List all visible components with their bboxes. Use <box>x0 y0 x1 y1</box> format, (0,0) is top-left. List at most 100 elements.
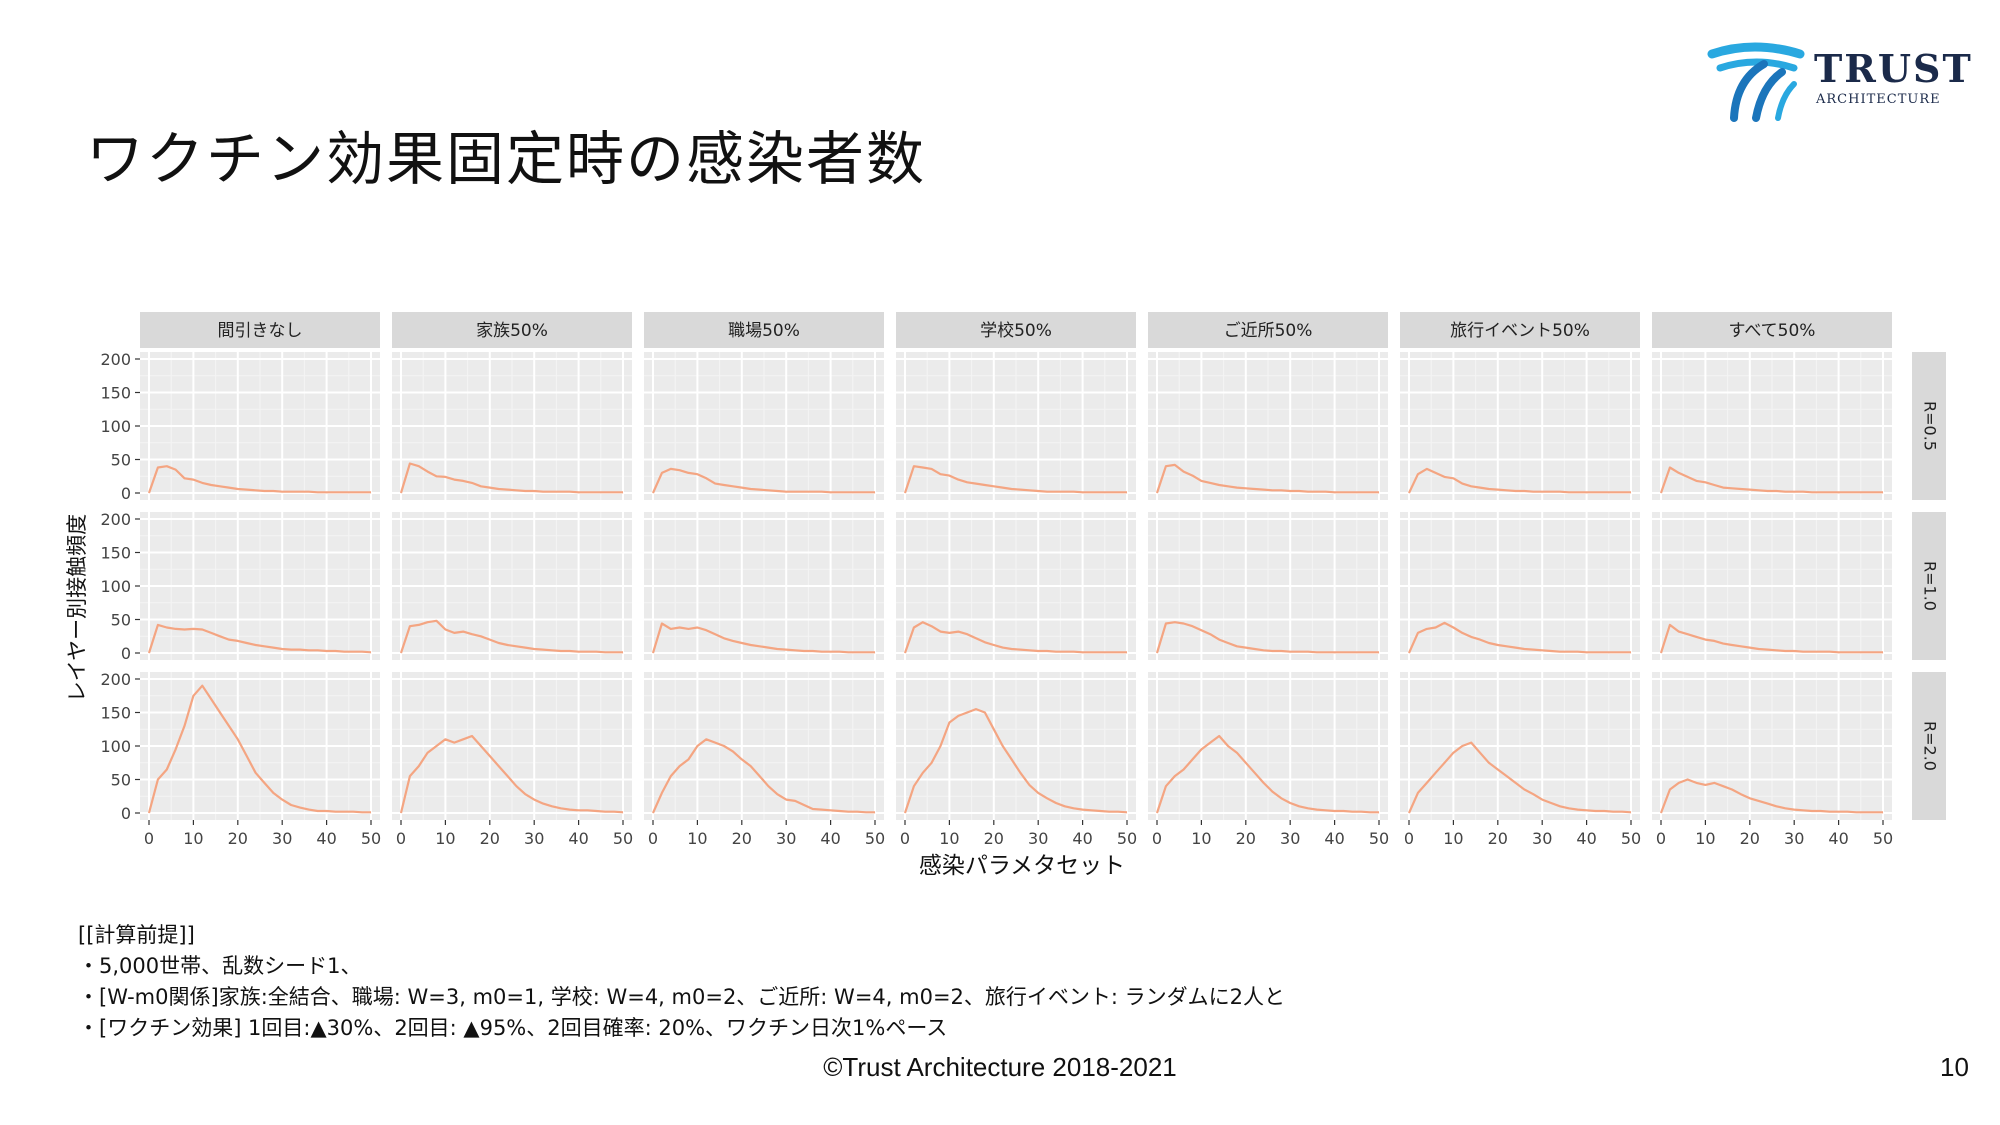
facet-row-strip <box>1912 512 1946 660</box>
facet-strip-label: 旅行イベント50% <box>1450 321 1590 341</box>
trust-architecture-logo: TRUST ARCHITECTURE <box>1706 40 1976 122</box>
series-line <box>147 684 371 814</box>
y-axis-title: レイヤー別接触頻度 <box>65 514 89 702</box>
facet-strip <box>644 312 884 348</box>
y-tick-label: 0 <box>121 804 131 823</box>
x-tick-label: 0 <box>1656 829 1666 848</box>
y-tick-label: 100 <box>100 417 131 436</box>
y-tick-label: 150 <box>100 384 131 403</box>
x-tick-label: 10 <box>687 829 707 848</box>
notes: [[計算前提]] ・5,000世帯、乱数シード1、 ・[W-m0関係]家族:全結… <box>78 920 1285 1044</box>
page-number: 10 <box>1940 1052 1969 1082</box>
x-tick-label: 10 <box>1695 829 1715 848</box>
x-tick-label: 40 <box>1324 829 1344 848</box>
x-tick-label: 20 <box>1236 829 1256 848</box>
facet-strip-label: ご近所50% <box>1224 321 1313 341</box>
y-tick-label: 200 <box>100 510 131 529</box>
facet-strip-label: 家族50% <box>476 321 548 341</box>
x-tick-label: 10 <box>435 829 455 848</box>
x-tick-label: 0 <box>648 829 658 848</box>
x-tick-label: 40 <box>1828 829 1848 848</box>
facet-row-strip <box>1912 672 1946 820</box>
notes-heading: [[計算前提]] <box>78 923 195 947</box>
x-tick-label: 50 <box>1873 829 1893 848</box>
x-tick-label: 0 <box>900 829 910 848</box>
series-line <box>1155 734 1379 814</box>
y-tick-label: 150 <box>100 544 131 563</box>
facet-strip <box>140 312 380 348</box>
x-tick-label: 50 <box>613 829 633 848</box>
series-line <box>399 734 624 814</box>
series-line <box>1407 741 1632 814</box>
x-tick-label: 50 <box>1369 829 1389 848</box>
notes-line: ・[W-m0関係]家族:全結合、職場: W=3, m0=1, 学校: W=4, … <box>78 985 1286 1009</box>
y-tick-label: 200 <box>100 350 131 369</box>
y-tick-label: 50 <box>111 451 131 470</box>
series-line <box>903 465 1127 494</box>
logo-mark-icon <box>1707 42 1805 122</box>
x-tick-label: 0 <box>396 829 406 848</box>
series-line <box>651 738 875 814</box>
facet-strip-label: 職場50% <box>728 321 800 341</box>
slide-title: ワクチン効果固定時の感染者数 <box>86 125 927 193</box>
x-tick-label: 10 <box>1191 829 1211 848</box>
x-tick-label: 20 <box>480 829 500 848</box>
x-tick-label: 30 <box>1028 829 1048 848</box>
series-line <box>1155 621 1379 654</box>
y-tick-label: 200 <box>100 670 131 689</box>
series-line <box>1659 623 1883 654</box>
series-line <box>651 467 875 494</box>
series-line <box>399 619 623 654</box>
series-line <box>1659 466 1883 494</box>
x-tick-label: 50 <box>865 829 885 848</box>
series-line <box>1408 467 1631 494</box>
series-line <box>1659 778 1883 814</box>
series-line <box>147 623 372 654</box>
x-tick-label: 40 <box>820 829 840 848</box>
x-tick-label: 0 <box>1152 829 1162 848</box>
x-tick-label: 0 <box>144 829 154 848</box>
notes-line: ・5,000世帯、乱数シード1、 <box>78 954 362 978</box>
x-tick-label: 20 <box>1740 829 1760 848</box>
x-tick-label: 30 <box>1532 829 1552 848</box>
y-tick-label: 50 <box>111 611 131 630</box>
x-tick-label: 40 <box>568 829 588 848</box>
y-tick-label: 50 <box>111 771 131 790</box>
x-tick-label: 20 <box>228 829 248 848</box>
series-line <box>399 462 623 494</box>
y-tick-label: 150 <box>100 704 131 723</box>
facet-strip <box>1652 312 1892 348</box>
x-tick-label: 40 <box>316 829 336 848</box>
x-tick-label: 30 <box>776 829 796 848</box>
notes-line: ・[ワクチン効果] 1回目:▲30%、2回目: ▲95%、2回目確率: 20%、… <box>78 1016 948 1040</box>
x-tick-label: 30 <box>272 829 292 848</box>
x-tick-label: 20 <box>732 829 752 848</box>
facet-strip-label: すべて50% <box>1729 321 1816 341</box>
x-axis-title: 感染パラメタセット <box>919 853 1125 879</box>
facet-row-strip <box>1912 352 1946 500</box>
x-tick-label: 10 <box>183 829 203 848</box>
x-tick-label: 0 <box>1404 829 1414 848</box>
y-tick-label: 100 <box>100 577 131 596</box>
facet-row-label: R=2.0 <box>1921 721 1940 771</box>
series-line <box>147 465 371 494</box>
facet-row-label: R=1.0 <box>1921 561 1940 611</box>
logo-subtitle: ARCHITECTURE <box>1816 92 1941 107</box>
x-tick-label: 20 <box>984 829 1004 848</box>
copyright: ©Trust Architecture 2018-2021 <box>823 1052 1177 1082</box>
facet-strip <box>1148 312 1388 348</box>
series-line <box>903 621 1127 654</box>
x-tick-label: 20 <box>1488 829 1508 848</box>
x-tick-label: 40 <box>1576 829 1596 848</box>
facet-strip <box>896 312 1136 348</box>
y-tick-label: 0 <box>121 644 131 663</box>
logo-word: TRUST <box>1814 46 1973 91</box>
facet-strip <box>1400 312 1640 348</box>
x-tick-label: 10 <box>1443 829 1463 848</box>
series-line <box>1407 621 1631 654</box>
x-tick-label: 50 <box>361 829 381 848</box>
series-line <box>1155 463 1379 494</box>
y-tick-label: 100 <box>100 737 131 756</box>
x-tick-label: 40 <box>1072 829 1092 848</box>
y-tick-label: 0 <box>121 484 131 503</box>
